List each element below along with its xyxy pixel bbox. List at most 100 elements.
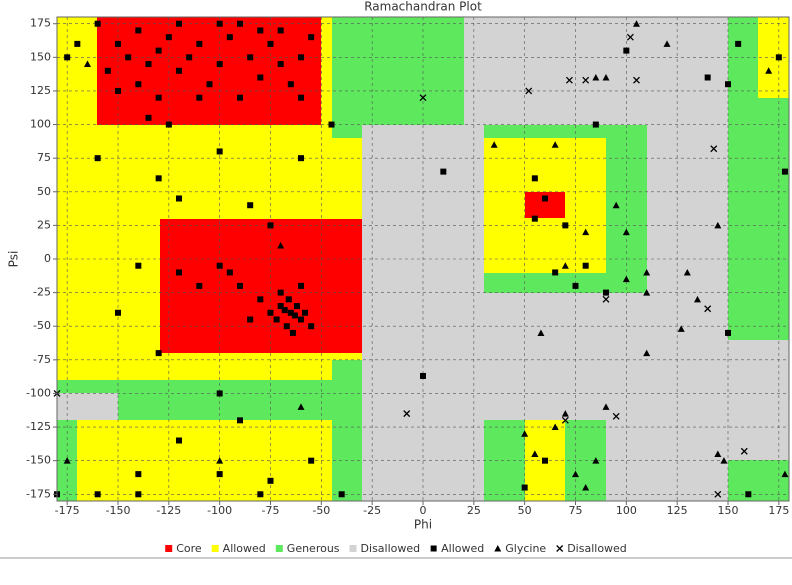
- legend-label: Glycine: [505, 542, 546, 555]
- point: [257, 296, 264, 303]
- point: [612, 201, 620, 209]
- point: [525, 87, 533, 95]
- point: [298, 316, 304, 323]
- point: [582, 484, 590, 491]
- point: [277, 289, 284, 296]
- x-tick-label: 50: [518, 504, 532, 517]
- point: [297, 403, 305, 410]
- point: [683, 268, 691, 276]
- x-tick-label: -150: [106, 504, 131, 517]
- point: [602, 74, 610, 81]
- point: [603, 289, 609, 296]
- point: [257, 74, 264, 81]
- point: [735, 40, 742, 47]
- point: [298, 54, 304, 61]
- point: [237, 417, 243, 424]
- point: [281, 307, 288, 314]
- chart-title: Ramachandran Plot: [364, 0, 482, 14]
- point: [704, 74, 711, 81]
- y-tick-label: 125: [30, 84, 51, 97]
- y-tick-label: -175: [26, 487, 51, 500]
- legend-swatch: [430, 545, 437, 552]
- points: [53, 20, 789, 498]
- region: [97, 17, 321, 125]
- point: [561, 262, 569, 269]
- point: [155, 47, 162, 54]
- y-axis-label: Psi: [7, 251, 21, 268]
- point: [633, 76, 640, 84]
- point: [216, 390, 223, 397]
- point: [622, 275, 630, 283]
- point: [226, 34, 233, 41]
- point: [521, 430, 529, 437]
- x-tick-label: -25: [363, 504, 381, 517]
- point: [521, 484, 528, 491]
- point: [710, 145, 718, 153]
- point: [633, 20, 640, 27]
- point: [176, 20, 182, 27]
- point: [237, 282, 243, 289]
- point: [572, 282, 579, 289]
- legend-swatch: [556, 545, 564, 552]
- point: [572, 470, 579, 478]
- point: [289, 329, 296, 336]
- x-tick-label: 175: [768, 504, 789, 517]
- point: [308, 457, 315, 464]
- point: [298, 94, 304, 101]
- point: [602, 403, 610, 410]
- point: [781, 168, 788, 175]
- point: [287, 309, 294, 316]
- point: [308, 323, 315, 330]
- point: [308, 34, 315, 41]
- legend-item: Allowed: [430, 542, 484, 555]
- point: [291, 312, 298, 319]
- region: [57, 393, 118, 420]
- y-tick-label: 50: [37, 185, 51, 198]
- point: [622, 228, 630, 236]
- y-tick-label: 75: [37, 151, 51, 164]
- region: [728, 460, 789, 501]
- x-axis-label: Phi: [414, 518, 432, 532]
- legend-swatch: [211, 545, 219, 552]
- point: [115, 87, 121, 94]
- point: [247, 54, 254, 61]
- legend-item: Glycine: [494, 542, 546, 555]
- point: [704, 305, 712, 313]
- point: [277, 61, 284, 68]
- point: [537, 329, 545, 336]
- point: [542, 457, 548, 464]
- legend-swatch: [349, 545, 357, 552]
- point: [64, 54, 71, 61]
- point: [694, 295, 701, 303]
- x-tick-label: 100: [616, 504, 637, 517]
- point: [257, 491, 264, 498]
- point: [135, 27, 142, 34]
- legend-label: Generous: [287, 542, 340, 555]
- point: [565, 76, 573, 84]
- point: [551, 423, 559, 431]
- legend-swatch: [275, 545, 283, 552]
- point: [273, 316, 280, 323]
- point: [298, 282, 304, 289]
- point: [94, 20, 101, 27]
- point: [63, 457, 71, 464]
- y-tick-label: -25: [33, 286, 51, 299]
- x-tick-label: 125: [667, 504, 688, 517]
- point: [677, 325, 685, 332]
- point: [196, 282, 203, 289]
- point: [237, 20, 243, 27]
- point: [267, 309, 274, 316]
- point: [592, 121, 599, 128]
- grid: [57, 17, 789, 501]
- point: [592, 74, 600, 81]
- point: [257, 27, 264, 34]
- y-tick-label: 150: [30, 50, 51, 63]
- legend-item: Disallowed: [349, 542, 420, 555]
- legend-label: Disallowed: [567, 542, 627, 555]
- legend-item: Core: [165, 542, 202, 555]
- point: [196, 94, 203, 101]
- point: [277, 27, 284, 34]
- point: [531, 450, 539, 457]
- point: [155, 350, 162, 357]
